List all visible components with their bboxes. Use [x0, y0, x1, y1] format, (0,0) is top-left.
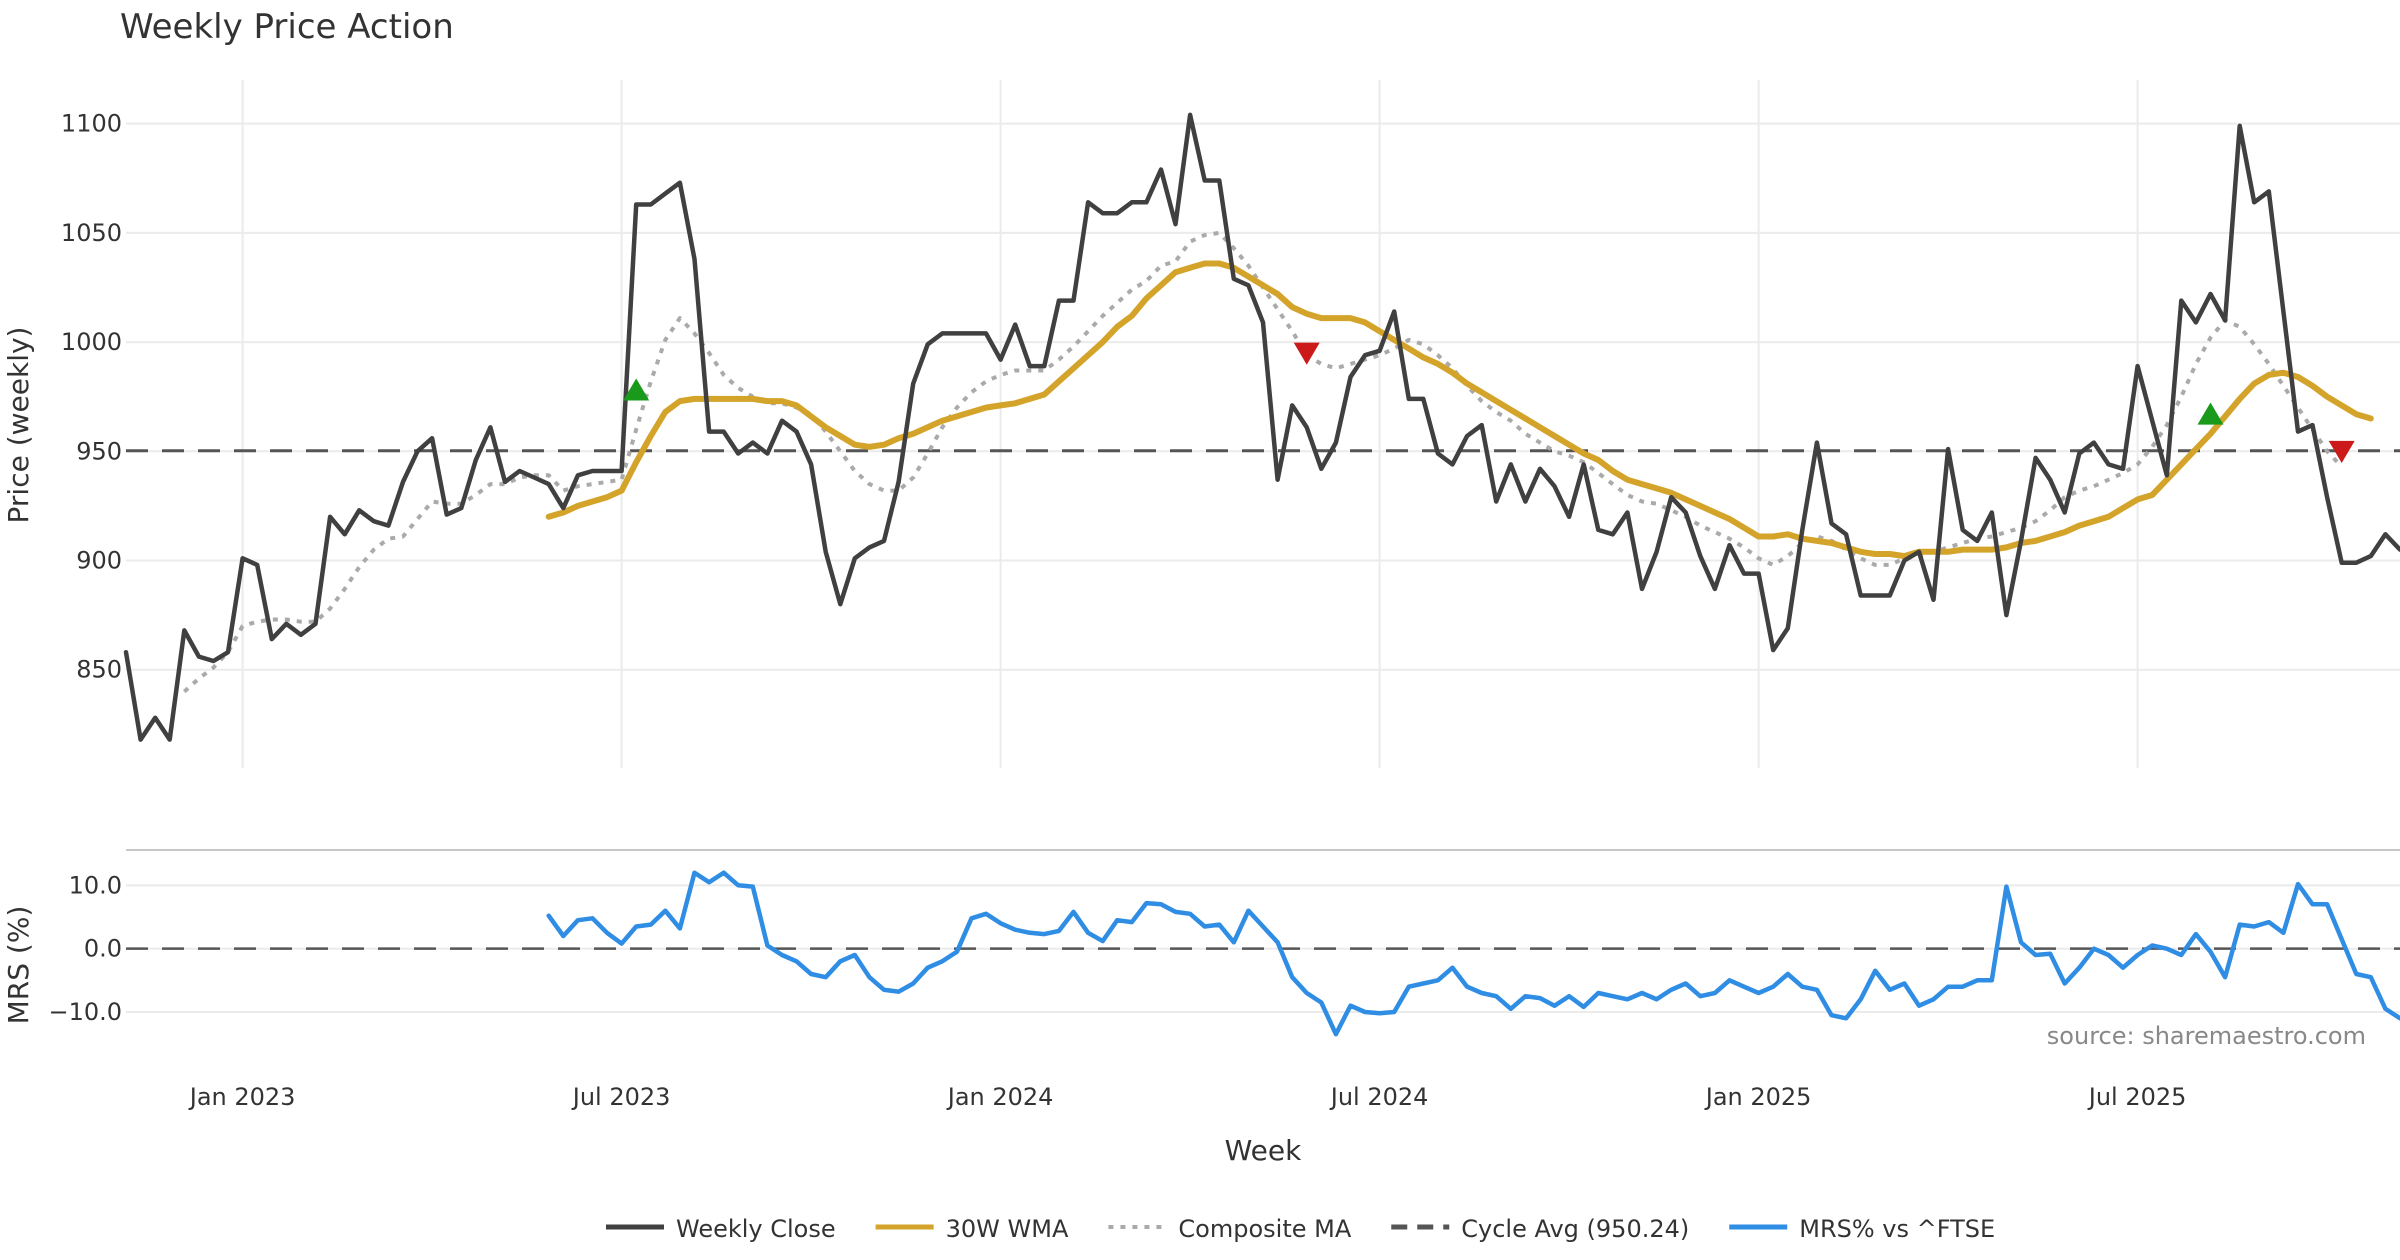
sell-signal-marker [2328, 440, 2355, 464]
x-axis-label: Week [1225, 1134, 1302, 1167]
legend-item: MRS% vs ^FTSE [1729, 1215, 1995, 1243]
chart-title: Weekly Price Action [120, 7, 454, 47]
mrs-y-ticks: 10.0 0.0 −10.0 [48, 871, 122, 1026]
legend-item: Cycle Avg (950.24) [1391, 1215, 1689, 1243]
composite-ma-line [182, 230, 2344, 694]
buy-signal-marker [623, 378, 650, 401]
price-y-tick-label: 950 [76, 437, 122, 465]
price-plot-area [123, 112, 2400, 742]
weekly-close-line [123, 112, 2400, 742]
x-ticks: Jan 2023 Jul 2023 Jan 2024 Jul 2024 Jan 2025… [188, 1083, 2187, 1111]
legend-item: 30W WMA [875, 1215, 1069, 1243]
price-y-tick-label: 1050 [61, 219, 122, 247]
mrs-plot-area [126, 870, 2400, 1037]
legend-label: Composite MA [1178, 1215, 1351, 1243]
x-tick-label: Jan 2023 [188, 1083, 296, 1111]
legend-label: Cycle Avg (950.24) [1461, 1215, 1689, 1243]
x-tick-label: Jul 2024 [1329, 1083, 1429, 1111]
x-tick-label: Jul 2023 [571, 1083, 671, 1111]
legend-item: Weekly Close [606, 1215, 836, 1243]
wma-30w-line [545, 260, 2374, 560]
price-y-tick-label: 1000 [61, 328, 122, 356]
buy-signal-marker [2197, 402, 2224, 425]
sell-signal-marker [1293, 342, 1320, 365]
mrs-line [546, 870, 2400, 1037]
legend-label: MRS% vs ^FTSE [1799, 1215, 1995, 1243]
price-y-tick-label: 1100 [61, 110, 122, 138]
legend-label: Weekly Close [676, 1215, 836, 1243]
price-y-tick-label: 900 [76, 547, 122, 575]
x-tick-label: Jan 2024 [946, 1083, 1054, 1111]
source-credit: source: sharemaestro.com [2047, 1022, 2366, 1050]
legend: Weekly Close 30W WMA Composite MA Cycle Avg… [606, 1215, 1995, 1243]
mrs-y-tick-label: 10.0 [69, 871, 122, 899]
mrs-y-tick-label: −10.0 [48, 998, 122, 1026]
price-gridlines [126, 80, 2400, 768]
price-y-tick-label: 850 [76, 656, 122, 684]
legend-item: Composite MA [1108, 1215, 1352, 1243]
price-y-ticks: 850 900 950 1000 1050 1100 [61, 110, 122, 684]
x-tick-label: Jul 2025 [2087, 1083, 2187, 1111]
price-y-axis-label: Price (weekly) [2, 327, 35, 524]
x-tick-label: Jan 2025 [1704, 1083, 1812, 1111]
mrs-y-axis-label: MRS (%) [2, 906, 35, 1025]
mrs-y-tick-label: 0.0 [84, 935, 122, 963]
legend-label: 30W WMA [946, 1215, 1069, 1243]
